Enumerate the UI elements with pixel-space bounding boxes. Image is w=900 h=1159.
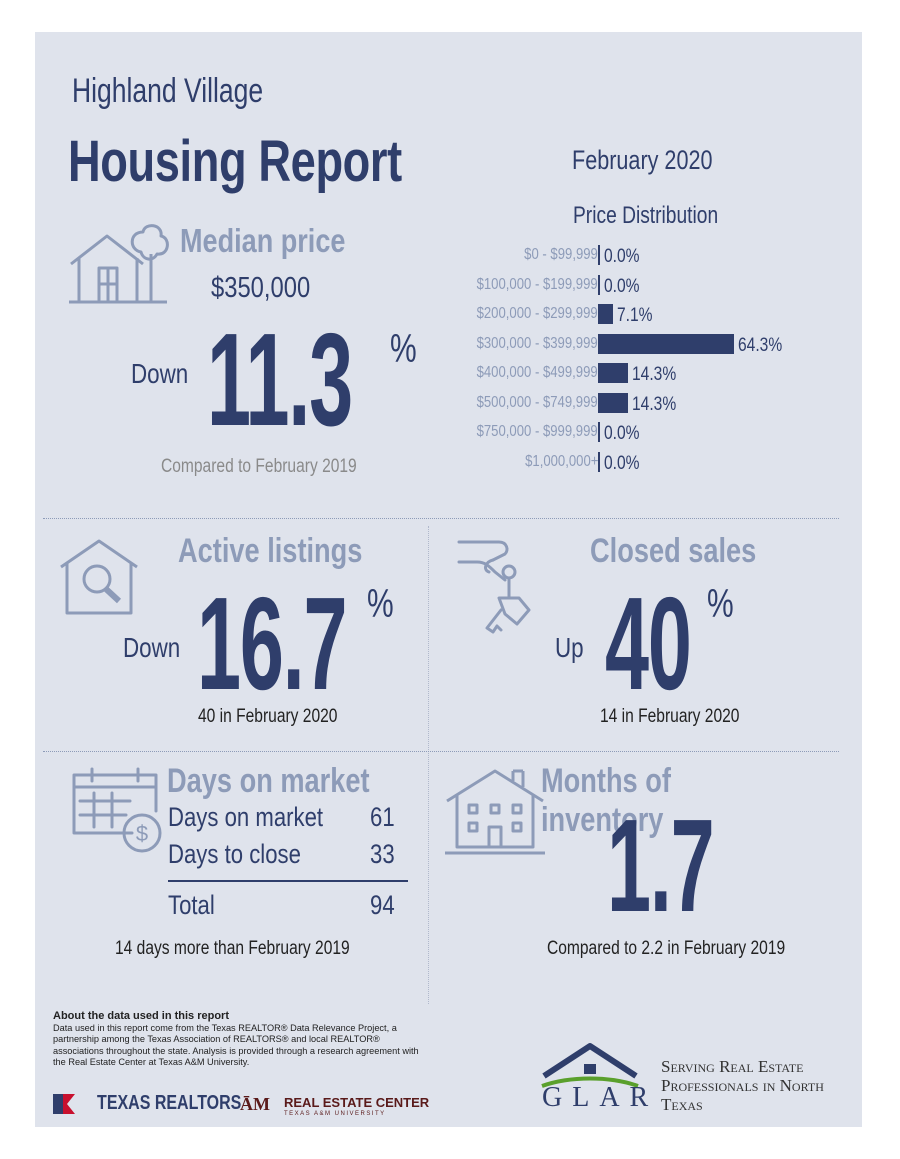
active-change: 16.7 <box>197 570 348 717</box>
divider-vertical <box>428 526 429 1004</box>
distribution-label: $1,000,000+ <box>524 452 598 470</box>
days-row-label: Days on market <box>168 802 324 832</box>
about-text: Data used in this report come from the T… <box>53 1023 419 1068</box>
days-row-total: Total 94 <box>168 890 408 927</box>
distribution-bar <box>598 304 613 324</box>
house-search-icon <box>60 539 138 615</box>
median-comparison: Compared to February 2019 <box>161 456 357 477</box>
distribution-label: $300,000 - $399,999 <box>476 334 598 352</box>
months-inventory-value: 1.7 <box>607 792 715 939</box>
distribution-value: 7.1% <box>617 305 653 326</box>
days-total-label: Total <box>168 890 215 920</box>
glar-logo-text: GLAR <box>542 1082 659 1113</box>
distribution-row: $0 - $99,999 0.0% <box>435 244 855 268</box>
median-price-value: $350,000 <box>211 272 311 304</box>
distribution-value: 0.0% <box>604 275 640 297</box>
svg-text:$: $ <box>136 821 148 846</box>
report-month: February 2020 <box>572 145 713 175</box>
distribution-value: 0.0% <box>604 452 640 474</box>
distribution-bar <box>598 363 628 383</box>
real-estate-center-subtitle: TEXAS A&M UNIVERSITY <box>284 1111 386 1117</box>
distribution-row: $400,000 - $499,999 14.3% <box>435 362 855 386</box>
glar-house-logo-icon <box>541 1043 639 1088</box>
closed-percent-sign: % <box>707 582 734 626</box>
svg-text:ĀM: ĀM <box>240 1094 270 1114</box>
divider-middle <box>43 751 839 752</box>
calendar-dollar-icon: $ <box>72 767 162 853</box>
closed-direction: Up <box>555 632 584 663</box>
days-row-label: Days to close <box>168 839 301 869</box>
distribution-value: 0.0% <box>604 423 640 444</box>
distribution-row: $1,000,000+ 0.0% <box>435 451 855 475</box>
median-direction: Down <box>131 358 189 389</box>
days-row-close: Days to close 33 <box>168 839 408 876</box>
days-table: Days on market 61 Days to close 33 Total… <box>168 802 408 927</box>
distribution-row: $200,000 - $299,999 7.1% <box>435 303 855 327</box>
report-title: Housing Report <box>68 129 402 194</box>
distribution-bar <box>598 245 600 265</box>
glar-tagline: Serving Real Estate Professionals in Nor… <box>661 1057 824 1114</box>
distribution-label: $0 - $99,999 <box>524 246 598 263</box>
divider-top <box>43 518 839 519</box>
distribution-value: 14.3% <box>632 364 677 385</box>
distribution-bar <box>598 451 600 472</box>
closed-sales-title: Closed sales <box>590 532 757 570</box>
apartment-building-icon <box>445 769 545 855</box>
texas-realtors-logo: TEXAS REALTORS <box>97 1092 242 1114</box>
closed-note: 14 in February 2020 <box>600 706 740 727</box>
report-sheet: Highland Village Housing Report February… <box>35 32 862 1127</box>
distribution-label: $100,000 - $199,999 <box>476 275 598 293</box>
distribution-row: $500,000 - $749,999 14.3% <box>435 392 855 416</box>
distribution-value: 14.3% <box>632 393 677 415</box>
distribution-row: $750,000 - $999,999 0.0% <box>435 421 855 445</box>
hand-keys-icon <box>457 540 531 634</box>
active-direction: Down <box>123 632 181 663</box>
median-price-title: Median price <box>180 222 346 259</box>
distribution-bar <box>598 422 600 442</box>
days-total-value: 94 <box>370 890 395 920</box>
distribution-value: 64.3% <box>738 334 783 356</box>
distribution-bar <box>598 392 628 413</box>
months-inventory-title: Months of inventory <box>541 762 671 839</box>
texas-am-logo-icon: ĀM <box>240 1094 270 1114</box>
distribution-bar <box>598 274 600 295</box>
inventory-note: Compared to 2.2 in February 2019 <box>547 938 786 959</box>
distribution-label: $500,000 - $749,999 <box>476 393 598 411</box>
days-on-market-title: Days on market <box>167 762 370 800</box>
texas-realtors-logo-icon <box>53 1094 75 1114</box>
real-estate-center-logo: REAL ESTATE CENTER <box>284 1095 430 1110</box>
distribution-row: $100,000 - $199,999 0.0% <box>435 274 855 298</box>
distribution-label: $750,000 - $999,999 <box>476 423 598 440</box>
distribution-title: Price Distribution <box>573 202 719 229</box>
distribution-row: $300,000 - $399,999 64.3% <box>435 333 855 357</box>
distribution-label: $200,000 - $299,999 <box>476 305 598 322</box>
closed-change: 40 <box>605 570 692 717</box>
distribution-label: $400,000 - $499,999 <box>476 364 598 381</box>
active-percent-sign: % <box>367 582 394 626</box>
active-note: 40 in February 2020 <box>198 706 338 727</box>
median-percent-sign: % <box>390 327 417 371</box>
distribution-value: 0.0% <box>604 246 640 267</box>
days-row-market: Days on market 61 <box>168 802 408 839</box>
active-listings-title: Active listings <box>178 532 363 570</box>
distribution-bar <box>598 333 734 354</box>
days-total-rule <box>168 880 408 882</box>
days-note: 14 days more than February 2019 <box>115 938 350 959</box>
days-row-value: 33 <box>370 839 395 869</box>
median-change: 11.3 <box>207 306 353 453</box>
city-name: Highland Village <box>72 72 264 110</box>
about-heading: About the data used in this report <box>53 1010 230 1022</box>
days-row-value: 61 <box>370 802 395 832</box>
house-tree-icon <box>69 224 169 304</box>
